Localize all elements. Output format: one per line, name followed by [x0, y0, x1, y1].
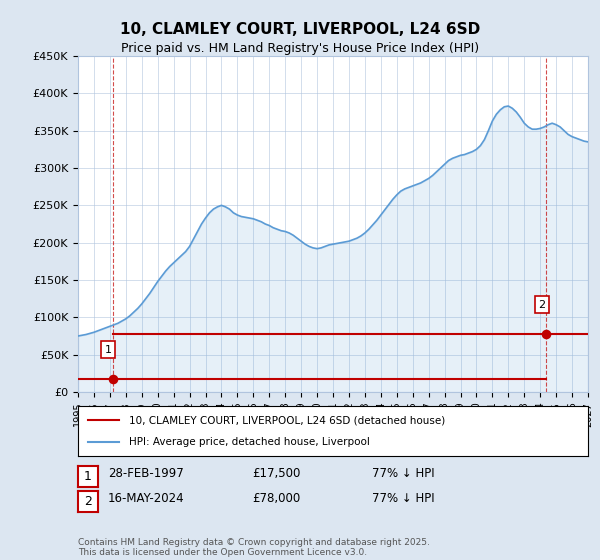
- Text: 1: 1: [84, 470, 92, 483]
- Text: 2: 2: [84, 495, 92, 508]
- Point: [108, 375, 118, 384]
- Text: 77% ↓ HPI: 77% ↓ HPI: [372, 492, 434, 505]
- Text: 10, CLAMLEY COURT, LIVERPOOL, L24 6SD: 10, CLAMLEY COURT, LIVERPOOL, L24 6SD: [120, 22, 480, 38]
- Text: 1: 1: [104, 345, 112, 355]
- Text: Price paid vs. HM Land Registry's House Price Index (HPI): Price paid vs. HM Land Registry's House …: [121, 42, 479, 55]
- Text: £78,000: £78,000: [252, 492, 300, 505]
- Text: 10, CLAMLEY COURT, LIVERPOOL, L24 6SD (detached house): 10, CLAMLEY COURT, LIVERPOOL, L24 6SD (d…: [129, 415, 445, 425]
- Text: 16-MAY-2024: 16-MAY-2024: [108, 492, 185, 505]
- Text: Contains HM Land Registry data © Crown copyright and database right 2025.
This d: Contains HM Land Registry data © Crown c…: [78, 538, 430, 557]
- Text: 77% ↓ HPI: 77% ↓ HPI: [372, 466, 434, 480]
- Text: HPI: Average price, detached house, Liverpool: HPI: Average price, detached house, Live…: [129, 437, 370, 447]
- Point: [541, 329, 551, 338]
- Text: 28-FEB-1997: 28-FEB-1997: [108, 466, 184, 480]
- Text: £17,500: £17,500: [252, 466, 301, 480]
- Text: 2: 2: [538, 300, 545, 310]
